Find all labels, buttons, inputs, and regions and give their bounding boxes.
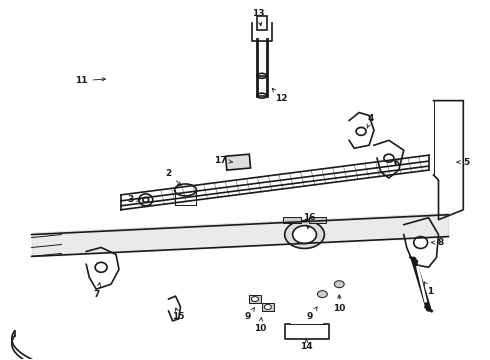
Text: 15: 15 bbox=[172, 308, 185, 321]
Bar bbox=[309, 217, 326, 223]
Text: 10: 10 bbox=[333, 295, 345, 314]
Ellipse shape bbox=[139, 194, 153, 206]
Text: 9: 9 bbox=[306, 307, 317, 321]
Ellipse shape bbox=[384, 154, 394, 162]
Text: 14: 14 bbox=[300, 339, 313, 351]
Text: 3: 3 bbox=[128, 195, 140, 204]
Text: 11: 11 bbox=[75, 76, 105, 85]
Bar bbox=[262, 303, 274, 311]
Bar bbox=[249, 295, 261, 303]
Text: 10: 10 bbox=[254, 318, 266, 333]
Bar bbox=[225, 154, 250, 170]
Ellipse shape bbox=[257, 93, 267, 98]
Text: 4: 4 bbox=[367, 114, 374, 128]
Ellipse shape bbox=[257, 73, 267, 78]
Ellipse shape bbox=[264, 305, 271, 310]
Text: 6: 6 bbox=[393, 159, 400, 168]
Text: 1: 1 bbox=[424, 282, 434, 296]
Ellipse shape bbox=[318, 291, 327, 298]
Ellipse shape bbox=[356, 127, 366, 135]
Text: 17: 17 bbox=[214, 156, 232, 165]
Text: 5: 5 bbox=[457, 158, 469, 167]
Ellipse shape bbox=[174, 184, 196, 196]
Text: 12: 12 bbox=[272, 89, 288, 103]
Ellipse shape bbox=[293, 226, 317, 243]
Ellipse shape bbox=[285, 221, 324, 248]
Text: 8: 8 bbox=[431, 238, 443, 247]
Ellipse shape bbox=[251, 297, 258, 302]
Ellipse shape bbox=[95, 262, 107, 272]
Bar bbox=[283, 217, 300, 223]
Text: 16: 16 bbox=[303, 213, 316, 229]
Bar bbox=[257, 16, 267, 30]
Ellipse shape bbox=[334, 281, 344, 288]
Text: 2: 2 bbox=[166, 168, 181, 185]
Text: 13: 13 bbox=[252, 9, 264, 26]
Text: 9: 9 bbox=[245, 307, 255, 321]
Ellipse shape bbox=[414, 237, 428, 248]
Text: 7: 7 bbox=[93, 283, 100, 298]
Ellipse shape bbox=[143, 197, 149, 202]
